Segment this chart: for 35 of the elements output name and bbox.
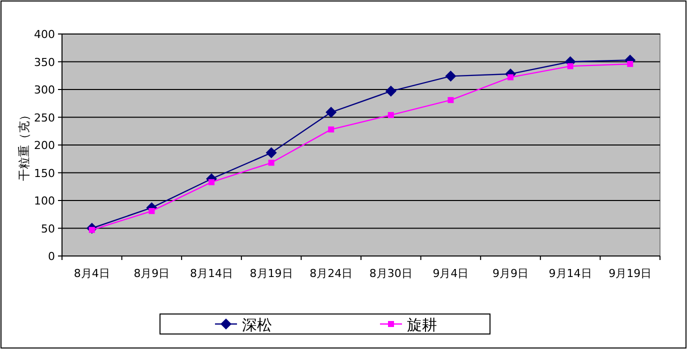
x-tick-label: 8月24日 — [310, 267, 353, 280]
x-tick-label: 9月19日 — [608, 267, 652, 280]
point — [388, 112, 394, 118]
y-tick-label: 250 — [34, 111, 55, 124]
y-tick-label: 400 — [34, 28, 55, 41]
point — [448, 97, 454, 104]
x-tick-label: 8月19日 — [250, 267, 293, 280]
point — [266, 147, 277, 158]
legend-label: 深松 — [242, 316, 272, 334]
point — [445, 70, 456, 82]
point — [627, 60, 634, 67]
point — [567, 63, 574, 70]
point — [148, 208, 155, 214]
x-tick-label: 8月30日 — [369, 267, 412, 280]
point — [208, 179, 214, 186]
y-tick-label: 350 — [34, 56, 55, 69]
point — [328, 126, 334, 132]
x-tick-label: 8月14日 — [190, 267, 233, 280]
point — [385, 86, 396, 97]
y-tick-label: 0 — [48, 250, 55, 263]
y-tick-label: 50 — [41, 222, 55, 236]
y-tick-label: 200 — [34, 139, 55, 152]
x-tick-label: 8月4日 — [74, 267, 110, 280]
point — [268, 160, 274, 166]
x-tick-label: 9月4日 — [432, 267, 469, 280]
y-axis-title: 干粒重（克） — [17, 109, 31, 181]
x-tick-label: 8月9日 — [134, 267, 170, 280]
legend-label: 旋耕 — [407, 316, 437, 334]
y-tick-label: 300 — [34, 84, 55, 96]
x-tick-label: 9月14日 — [548, 267, 592, 280]
y-tick-label: 100 — [34, 194, 55, 208]
point — [326, 106, 337, 118]
y-tick-label: 150 — [34, 166, 55, 180]
point — [508, 74, 514, 80]
x-tick-label: 9月9日 — [492, 267, 528, 280]
